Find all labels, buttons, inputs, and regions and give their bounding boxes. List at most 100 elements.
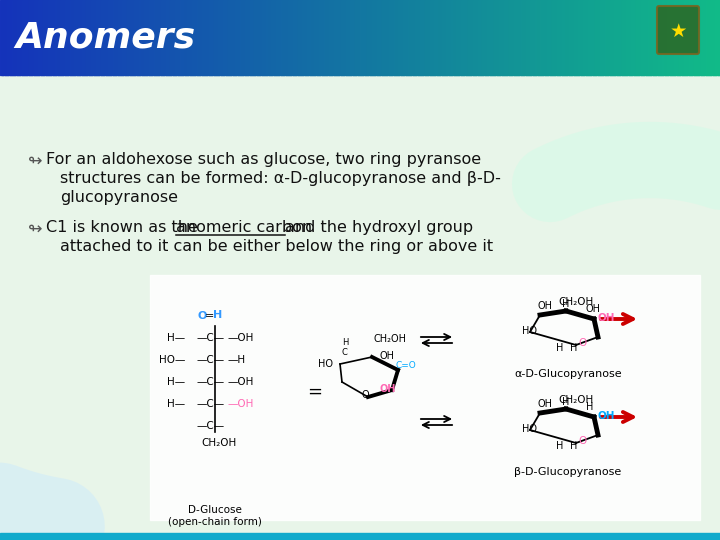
Bar — [120, 0, 123, 75]
Text: and the hydroxyl group: and the hydroxyl group — [286, 220, 474, 235]
Bar — [252, 0, 256, 75]
Bar — [50, 0, 54, 75]
Text: OH: OH — [380, 351, 395, 361]
Bar — [711, 0, 714, 75]
Bar — [228, 0, 231, 75]
Bar — [115, 0, 119, 75]
Bar — [531, 0, 534, 75]
Text: H: H — [570, 441, 577, 451]
Bar — [542, 0, 546, 75]
Bar — [387, 0, 390, 75]
Text: ★: ★ — [670, 22, 687, 40]
Bar — [521, 0, 524, 75]
Bar — [377, 0, 380, 75]
Bar — [199, 0, 202, 75]
Bar — [38, 0, 42, 75]
Bar — [317, 0, 320, 75]
Text: H—: H— — [167, 333, 185, 343]
Text: —OH: —OH — [228, 333, 254, 343]
Bar — [182, 0, 186, 75]
Bar — [178, 0, 181, 75]
Bar — [459, 0, 462, 75]
Bar — [677, 0, 680, 75]
Text: β-D-Glucopyranose: β-D-Glucopyranose — [514, 467, 621, 477]
Bar — [585, 0, 589, 75]
Bar — [312, 0, 315, 75]
FancyBboxPatch shape — [657, 6, 699, 54]
Bar — [588, 0, 591, 75]
Bar — [439, 0, 443, 75]
Bar — [441, 0, 445, 75]
Bar — [209, 0, 212, 75]
Text: glucopyranose: glucopyranose — [60, 190, 178, 205]
Bar — [151, 0, 155, 75]
Bar — [526, 0, 529, 75]
Bar — [305, 0, 308, 75]
Bar — [549, 0, 553, 75]
Bar — [559, 0, 562, 75]
Bar — [538, 0, 541, 75]
Bar — [333, 0, 337, 75]
Bar — [48, 0, 51, 75]
Bar — [225, 0, 229, 75]
Bar — [617, 0, 620, 75]
Bar — [379, 0, 382, 75]
Bar — [372, 0, 375, 75]
Bar — [204, 0, 207, 75]
Bar — [490, 0, 493, 75]
Bar — [614, 0, 618, 75]
Bar — [240, 0, 243, 75]
Bar — [607, 0, 611, 75]
Bar — [43, 0, 47, 75]
Bar — [175, 0, 179, 75]
Bar — [0, 0, 4, 75]
Bar — [567, 0, 570, 75]
Text: HO: HO — [318, 359, 333, 369]
Bar — [19, 0, 22, 75]
Bar — [233, 0, 236, 75]
Bar — [156, 0, 159, 75]
Text: HO: HO — [522, 326, 537, 336]
Bar — [641, 0, 644, 75]
Bar — [408, 0, 411, 75]
Bar — [374, 0, 378, 75]
Bar — [362, 0, 366, 75]
Bar — [163, 0, 166, 75]
Text: =: = — [307, 383, 323, 401]
Text: —H: —H — [228, 355, 246, 365]
Bar — [358, 0, 361, 75]
Bar — [110, 0, 114, 75]
Bar — [703, 0, 706, 75]
Bar — [189, 0, 193, 75]
Bar — [403, 0, 407, 75]
Bar — [67, 0, 71, 75]
Bar — [65, 0, 68, 75]
Bar — [338, 0, 342, 75]
Bar — [485, 0, 488, 75]
Bar — [108, 0, 112, 75]
Bar — [564, 0, 567, 75]
Text: —C—: —C— — [197, 377, 225, 387]
Bar — [94, 0, 97, 75]
Bar — [634, 0, 637, 75]
Bar — [34, 0, 37, 75]
Text: CH₂OH: CH₂OH — [558, 395, 593, 405]
Bar — [696, 0, 699, 75]
Bar — [600, 0, 603, 75]
Bar — [528, 0, 531, 75]
Text: —C—: —C— — [197, 355, 225, 365]
Bar — [336, 0, 339, 75]
Bar — [41, 0, 44, 75]
Bar — [506, 0, 510, 75]
Bar — [74, 0, 78, 75]
Bar — [218, 0, 222, 75]
Bar — [590, 0, 594, 75]
Bar — [139, 0, 143, 75]
Bar — [612, 0, 616, 75]
Bar — [12, 0, 15, 75]
Bar — [9, 0, 13, 75]
Bar — [207, 0, 210, 75]
Bar — [655, 0, 659, 75]
Bar — [456, 0, 459, 75]
Bar — [518, 0, 522, 75]
